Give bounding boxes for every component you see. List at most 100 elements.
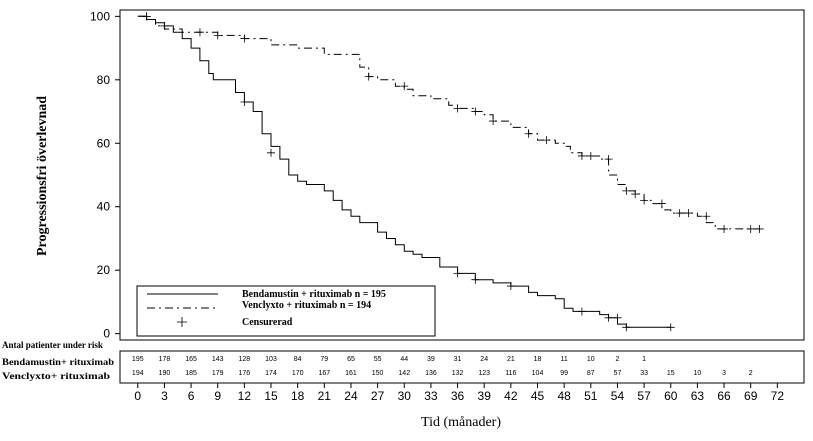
y-tick-label-80: 80: [97, 73, 111, 87]
risk-value-venclyxto-12: 176: [239, 370, 251, 377]
risk-value-bendamustin-51: 10: [587, 356, 595, 363]
plot-frame: [119, 9, 805, 341]
censor-marker-venclyxto-18: [657, 199, 666, 208]
risk-value-venclyxto-15: 174: [265, 370, 277, 377]
x-tick-label-24: 24: [344, 389, 358, 403]
x-tick-label-57: 57: [637, 389, 651, 403]
x-tick-label-0: 0: [134, 389, 141, 403]
risk-value-bendamustin-6: 165: [185, 356, 197, 363]
risk-value-venclyxto-51: 87: [587, 370, 595, 377]
censor-marker-bendamustin-9: [622, 323, 631, 332]
y-axis: 0 20 40 60 80 100: [90, 9, 120, 341]
risk-value-venclyxto-30: 142: [398, 370, 410, 377]
curve-bendamustin: [137, 15, 671, 328]
risk-value-venclyxto-42: 116: [505, 370, 516, 377]
censor-marker-bendamustin-7: [604, 313, 613, 322]
x-tick-label-39: 39: [478, 389, 492, 403]
x-tick-label-66: 66: [717, 389, 731, 403]
x-tick-label-27: 27: [371, 389, 385, 403]
censor-marker-venclyxto-0: [142, 12, 151, 21]
risk-value-bendamustin-24: 65: [347, 356, 355, 363]
x-tick-label-9: 9: [214, 389, 221, 403]
legend-censor-marker: [177, 317, 187, 327]
x-tick-label-60: 60: [664, 389, 678, 403]
x-tick-label-72: 72: [771, 389, 785, 403]
x-tick-label-33: 33: [424, 389, 438, 403]
risk-value-bendamustin-45: 18: [534, 356, 542, 363]
x-tick-label-12: 12: [238, 389, 252, 403]
x-tick-label-15: 15: [264, 389, 278, 403]
risk-value-bendamustin-30: 44: [400, 356, 408, 363]
risk-value-bendamustin-39: 24: [480, 356, 488, 363]
x-tick-label-30: 30: [398, 389, 412, 403]
censor-marker-bendamustin-4: [471, 275, 480, 284]
censor-marker-venclyxto-23: [746, 224, 755, 233]
censor-marker-bendamustin-3: [453, 269, 462, 278]
censor-marker-venclyxto-12: [577, 151, 586, 160]
x-tick-label-21: 21: [318, 389, 332, 403]
risk-table-box: [119, 350, 805, 384]
x-tick-label-51: 51: [584, 389, 598, 403]
censor-marker-venclyxto-17: [640, 196, 649, 205]
censor-marker-venclyxto-15: [622, 186, 631, 195]
risk-value-venclyxto-6: 185: [185, 370, 197, 377]
risk-value-bendamustin-15: 103: [265, 356, 277, 363]
risk-table-title: Antal patienter under risk: [2, 340, 103, 350]
x-axis: 0 3 6 9 12 15 18 21 24 27 30 33 36 39 42 45 48 51 54 57 60 63…: [134, 383, 784, 403]
x-axis-title: Tid (månader): [421, 415, 501, 430]
risk-value-bendamustin-33: 39: [427, 356, 435, 363]
risk-value-venclyxto-9: 179: [212, 370, 224, 377]
risk-value-venclyxto-45: 104: [532, 370, 544, 377]
censor-marker-venclyxto-3: [213, 31, 222, 40]
x-tick-label-18: 18: [291, 389, 305, 403]
censor-marker-venclyxto-9: [489, 117, 498, 126]
x-tick-label-42: 42: [504, 389, 518, 403]
risk-value-venclyxto-54: 57: [614, 370, 622, 377]
censor-marker-venclyxto-14: [604, 155, 613, 164]
censor-marker-venclyxto-10: [524, 129, 533, 138]
censor-marker-venclyxto-24: [755, 224, 764, 233]
censor-marker-bendamustin-6: [577, 307, 586, 316]
y-tick-label-40: 40: [97, 200, 111, 214]
legend: Bendamustin + rituximab n = 195 Venclyxt…: [136, 285, 436, 337]
censor-marker-venclyxto-8: [471, 107, 480, 116]
censor-marker-venclyxto-5: [364, 72, 373, 81]
censor-marker-venclyxto-19: [675, 209, 684, 218]
censor-marker-venclyxto-20: [684, 209, 693, 218]
risk-value-venclyxto-60: 15: [667, 370, 675, 377]
censor-marker-bendamustin-8: [613, 313, 622, 322]
series-layer: [137, 15, 760, 328]
risk-row-label-bendamustin: Bendamustin+ rituximab: [2, 357, 114, 367]
risk-value-venclyxto-0: 194: [132, 370, 144, 377]
risk-value-venclyxto-69: 2: [749, 370, 753, 377]
x-tick-label-69: 69: [744, 389, 758, 403]
risk-value-venclyxto-36: 132: [452, 370, 464, 377]
risk-value-venclyxto-63: 10: [694, 370, 702, 377]
risk-value-bendamustin-42: 21: [507, 356, 515, 363]
x-tick-label-36: 36: [451, 389, 465, 403]
risk-value-bendamustin-0: 195: [132, 356, 144, 363]
risk-value-venclyxto-24: 161: [345, 370, 357, 377]
censor-marker-bendamustin-1: [240, 98, 249, 107]
risk-value-bendamustin-9: 143: [212, 356, 224, 363]
risk-value-bendamustin-27: 55: [374, 356, 382, 363]
censor-marker-venclyxto-13: [586, 151, 595, 160]
x-tick-label-3: 3: [161, 389, 168, 403]
censor-layer: [142, 12, 764, 332]
risk-value-venclyxto-33: 136: [425, 370, 437, 377]
censor-marker-venclyxto-11: [542, 136, 551, 145]
risk-value-bendamustin-57: 1: [642, 356, 646, 363]
risk-value-venclyxto-39: 123: [478, 370, 490, 377]
x-tick-label-6: 6: [188, 389, 195, 403]
censor-marker-venclyxto-2: [195, 28, 204, 37]
x-tick-label-48: 48: [557, 389, 571, 403]
risk-value-venclyxto-48: 99: [560, 370, 568, 377]
y-tick-label-20: 20: [97, 263, 111, 277]
censor-marker-venclyxto-4: [240, 34, 249, 43]
legend-label-censor: Censurerad: [242, 317, 293, 328]
censor-marker-bendamustin-5: [506, 282, 515, 291]
censor-marker-venclyxto-6: [400, 82, 409, 91]
risk-value-bendamustin-3: 178: [159, 356, 171, 363]
